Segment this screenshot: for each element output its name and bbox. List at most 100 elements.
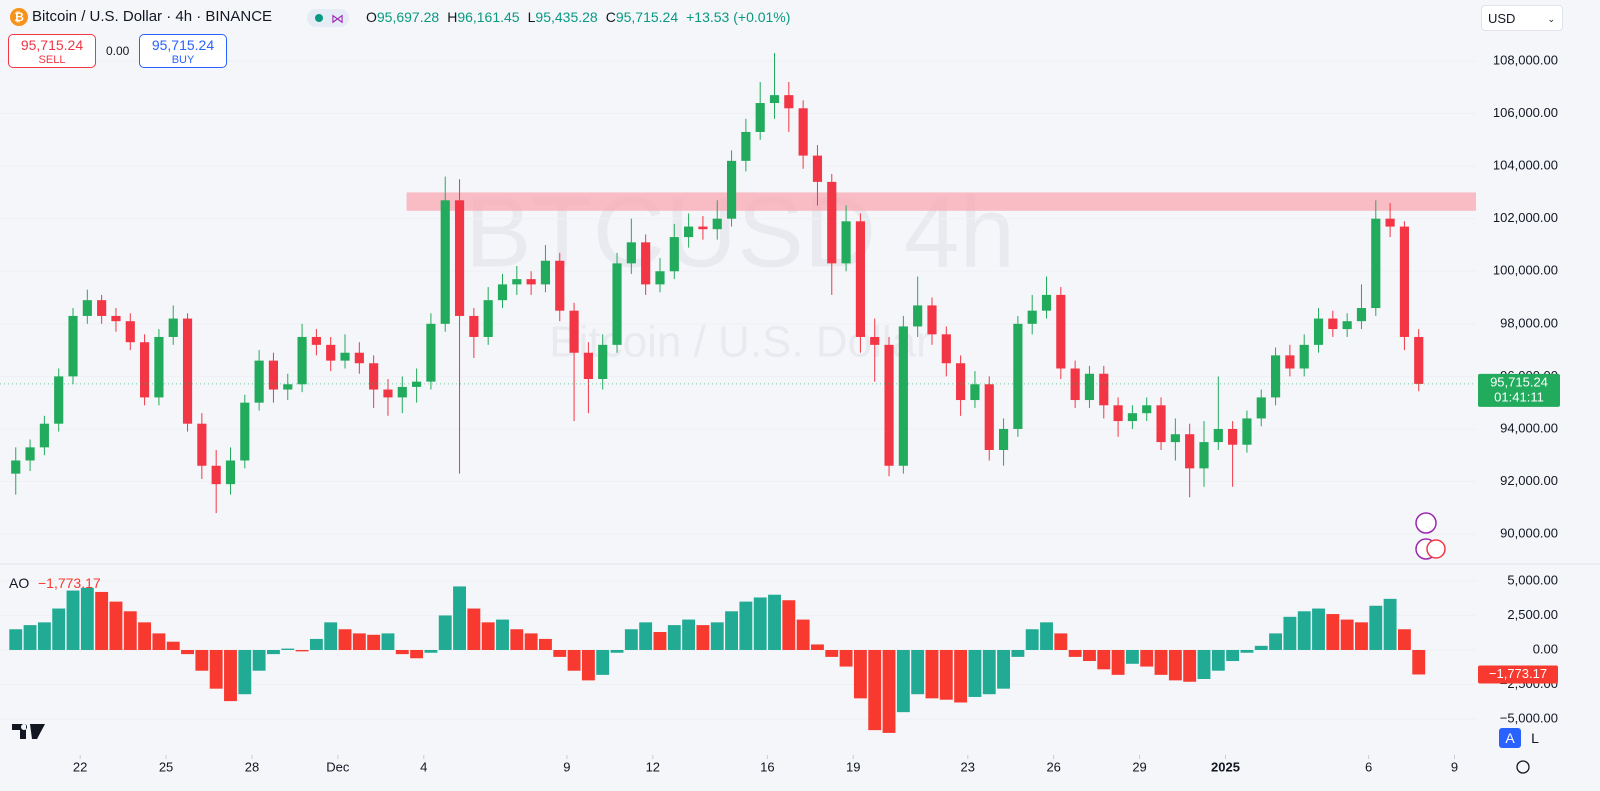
ao-bar — [281, 648, 295, 650]
candle-body — [225, 460, 236, 485]
buy-button[interactable]: 95,715.24 BUY — [139, 34, 227, 68]
auto-scale-button[interactable]: A — [1499, 728, 1521, 748]
ao-bar — [954, 649, 968, 703]
ao-bar — [467, 608, 481, 650]
sell-button[interactable]: 95,715.24 SELL — [8, 34, 96, 68]
ao-bar — [109, 601, 123, 650]
resistance-zone — [406, 192, 1476, 211]
ao-bar — [997, 649, 1011, 689]
candle-body — [1142, 405, 1152, 414]
currency: USD — [1488, 11, 1516, 26]
y-tick-label: 90,000.00 — [1500, 526, 1558, 541]
candle-body — [254, 360, 264, 403]
candle-body — [1342, 321, 1352, 330]
y-tick-label: 92,000.00 — [1500, 473, 1558, 488]
candle-body — [569, 310, 579, 353]
candle-body — [1385, 218, 1395, 227]
ohlc-value: 95,697.28 — [376, 9, 440, 25]
symbol-title[interactable]: Bitcoin / U.S. Dollar · 4h · BINANCE — [32, 8, 273, 25]
ao-bar — [395, 649, 409, 655]
ao-bar — [1240, 649, 1254, 653]
y-tick-label: 102,000.00 — [1493, 210, 1558, 225]
bitcoin-icon: ₿ — [10, 8, 28, 26]
status-badge[interactable]: ⋈ — [307, 9, 349, 27]
ao-bar — [624, 629, 638, 650]
candle-body — [812, 155, 823, 182]
last-price-tag — [1478, 373, 1560, 407]
candle-body — [870, 336, 880, 345]
ao-bar — [410, 649, 424, 659]
ao-bar — [539, 638, 552, 650]
candle-body — [698, 226, 708, 230]
candle-body — [827, 181, 837, 264]
y-tick-label: −5,000.00 — [1500, 711, 1558, 726]
candle-body — [97, 300, 107, 316]
ao-bar — [1283, 616, 1297, 650]
ao-bar — [481, 622, 495, 650]
candle-body — [941, 334, 951, 364]
candle-body — [1399, 226, 1410, 337]
x-tick-label: 29 — [1132, 759, 1146, 774]
y-tick-label: 108,000.00 — [1493, 52, 1558, 67]
ao-bar — [1125, 649, 1139, 664]
x-tick-label: 12 — [646, 759, 660, 774]
log-scale-button[interactable]: L — [1531, 730, 1539, 746]
ao-bar — [138, 622, 152, 650]
candle-body — [1199, 442, 1209, 469]
ao-bar — [653, 632, 667, 650]
candle-body — [1013, 323, 1023, 429]
ao-bar — [1154, 649, 1168, 675]
ao-bar — [52, 608, 66, 650]
ao-last-label: −1,773.17 — [1489, 666, 1547, 681]
candle-body — [154, 336, 164, 398]
ao-bar — [1269, 633, 1283, 650]
ao-bar — [768, 594, 781, 650]
ao-bar — [66, 590, 80, 650]
candle-body — [1056, 294, 1066, 369]
candle-body — [383, 389, 393, 398]
events-flag — [1426, 539, 1446, 559]
candle-body — [1156, 405, 1166, 443]
candle-body — [397, 386, 407, 398]
ao-bar — [696, 625, 710, 650]
ao-bar — [639, 622, 653, 650]
ao-bar — [123, 611, 137, 650]
ao-bar — [868, 649, 882, 731]
candle-body — [268, 360, 279, 390]
candle-body — [927, 305, 937, 335]
candle-body — [755, 103, 765, 132]
ao-bar — [1140, 649, 1154, 667]
candle-body — [1127, 413, 1137, 422]
y-tick-label: 5,000.00 — [1507, 572, 1558, 587]
ohlc-key: O — [366, 9, 377, 25]
ao-bar — [882, 649, 896, 733]
ao-bar — [1254, 645, 1268, 650]
candle-body — [1027, 310, 1037, 324]
ao-bar — [739, 601, 753, 650]
candle-body — [54, 376, 64, 424]
indicator-name[interactable]: AO — [9, 575, 30, 591]
candle-body — [469, 315, 479, 337]
candle-body — [111, 315, 121, 322]
candle-body — [297, 336, 307, 385]
ao-bar — [37, 622, 51, 650]
ao-bar — [295, 649, 309, 652]
candle-body — [726, 160, 737, 219]
ao-bar — [252, 649, 266, 671]
currency-selector[interactable]: USD ⌄ — [1481, 5, 1563, 31]
candle-body — [369, 363, 379, 390]
candle-body — [483, 300, 493, 337]
ao-bar — [1211, 649, 1225, 671]
x-tick-label: 22 — [73, 759, 87, 774]
ao-bar — [839, 649, 853, 667]
candle-body — [1084, 373, 1095, 401]
ao-bar — [367, 634, 381, 650]
candle-body — [626, 242, 636, 264]
ao-bar — [610, 649, 624, 653]
x-tick-label: 9 — [563, 759, 570, 774]
y-tick-label: 94,000.00 — [1500, 420, 1558, 435]
candle-body — [784, 95, 794, 109]
candle-body — [512, 279, 522, 285]
